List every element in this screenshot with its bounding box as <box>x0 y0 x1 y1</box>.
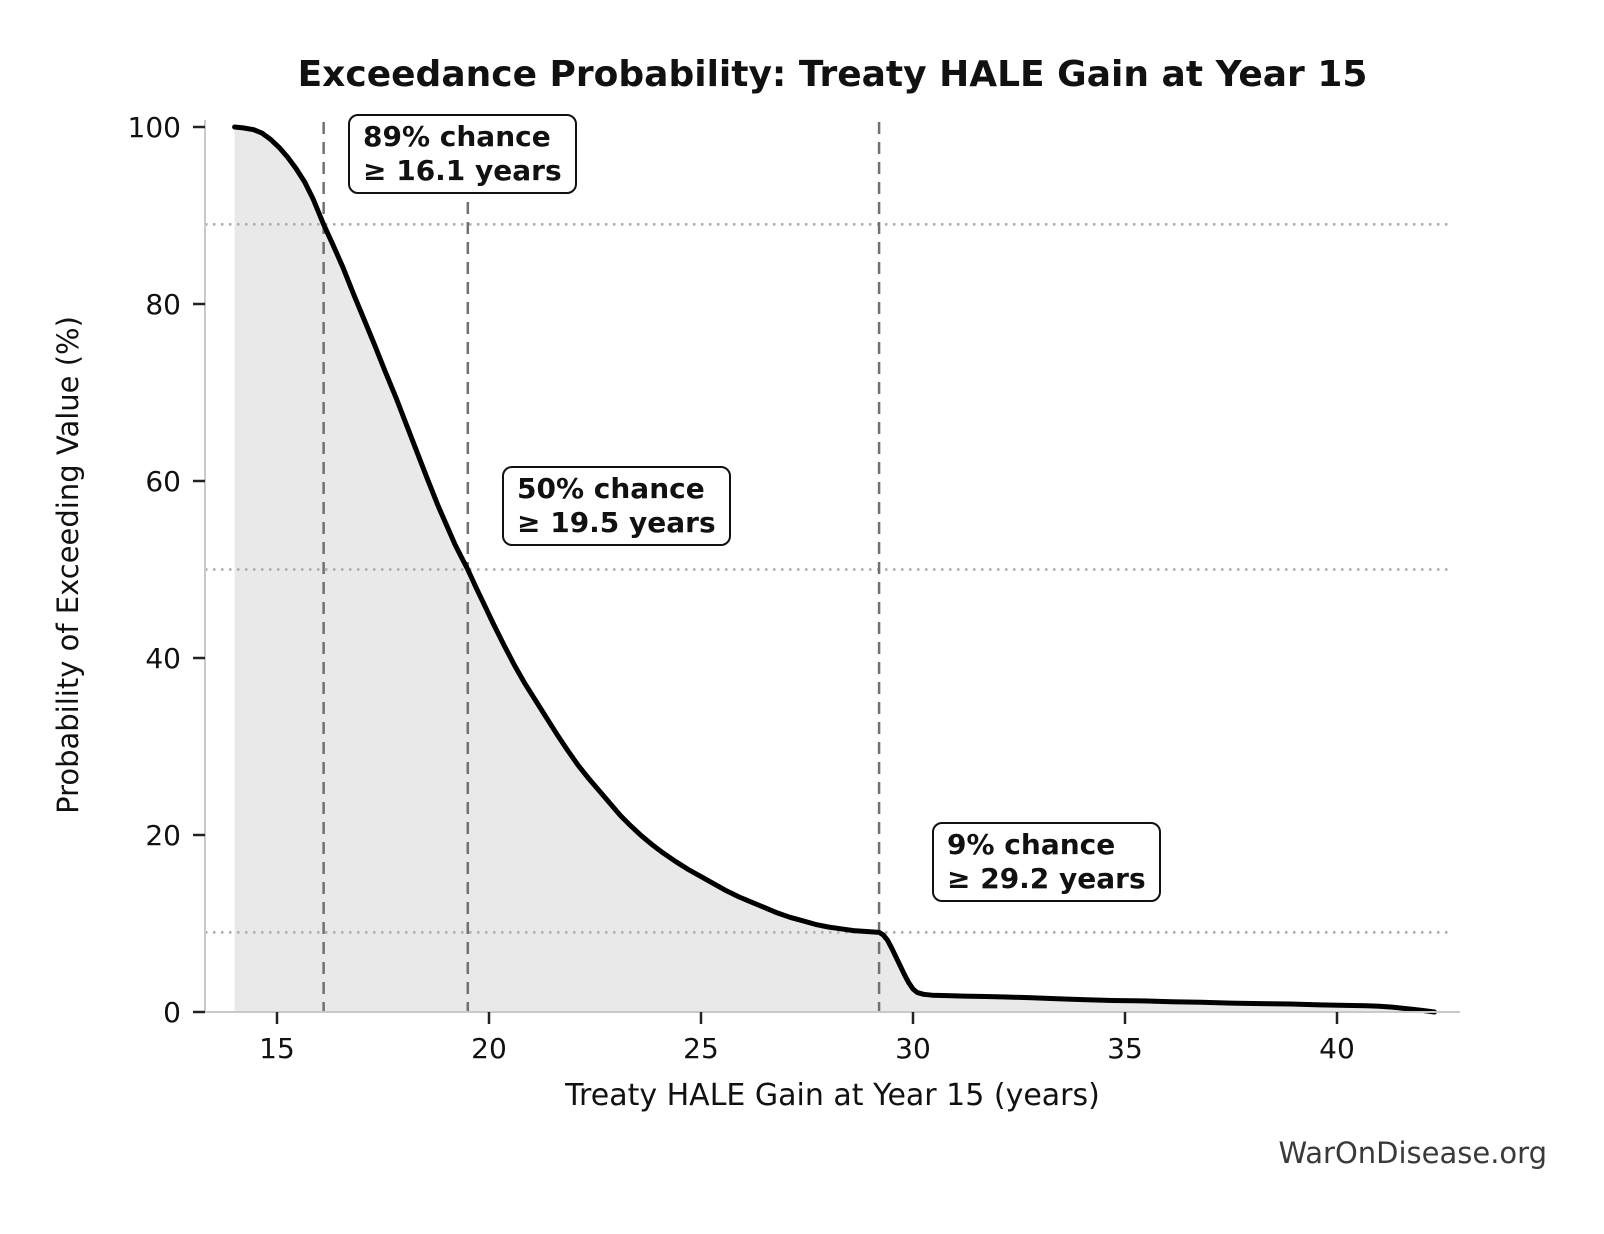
annotation-9pct-line1: 9% chance <box>947 828 1116 861</box>
y-tick-label-40: 40 <box>145 642 181 675</box>
y-tick-label-60: 60 <box>145 465 181 498</box>
annotation-50pct-line2: ≥ 19.5 years <box>517 506 716 539</box>
annotation-50pct-line1: 50% chance <box>517 472 705 505</box>
area-fill <box>234 127 1435 1012</box>
annotation-9pct-line2: ≥ 29.2 years <box>947 862 1146 895</box>
x-tick-label-20: 20 <box>471 1032 507 1065</box>
x-tick-label-15: 15 <box>259 1032 295 1065</box>
y-tick-label-80: 80 <box>145 288 181 321</box>
y-tick-label-100: 100 <box>128 111 181 144</box>
y-axis-ticks: 0 20 40 60 80 100 <box>128 111 205 1029</box>
x-tick-label-25: 25 <box>683 1032 719 1065</box>
annotation-9pct: 9% chance ≥ 29.2 years <box>932 822 1161 902</box>
chart-title: Exceedance Probability: Treaty HALE Gain… <box>297 54 1368 95</box>
y-tick-label-0: 0 <box>163 996 181 1029</box>
x-axis-label: Treaty HALE Gain at Year 15 (years) <box>565 1078 1100 1113</box>
x-tick-label-35: 35 <box>1107 1032 1143 1065</box>
annotation-89pct: 89% chance ≥ 16.1 years <box>348 114 577 194</box>
exceedance-curve <box>232 124 1437 1015</box>
annotation-89pct-line2: ≥ 16.1 years <box>363 154 562 187</box>
watermark-text: WarOnDisease.org <box>1278 1136 1547 1170</box>
x-tick-label-30: 30 <box>895 1032 931 1065</box>
x-tick-label-40: 40 <box>1319 1032 1355 1065</box>
y-tick-label-20: 20 <box>145 819 181 852</box>
annotation-50pct: 50% chance ≥ 19.5 years <box>502 466 731 546</box>
annotation-89pct-line1: 89% chance <box>363 120 551 153</box>
y-axis-label: Probability of Exceeding Value (%) <box>51 316 85 814</box>
x-axis-ticks: 15 20 25 30 35 40 <box>259 1012 1355 1065</box>
